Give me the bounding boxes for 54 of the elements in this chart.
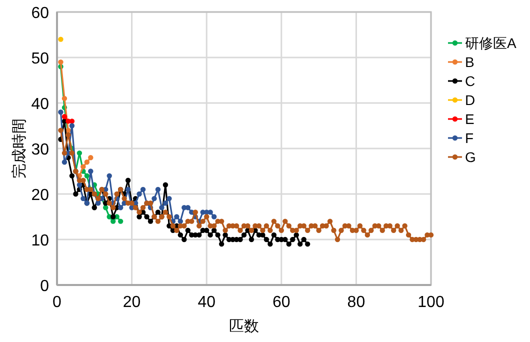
legend-label: D <box>465 92 476 108</box>
legend-label: G <box>465 149 476 165</box>
legend-label: B <box>465 54 474 70</box>
point <box>96 200 101 206</box>
point <box>136 191 142 197</box>
point <box>211 214 217 220</box>
legend-label: 研修医A <box>465 35 517 51</box>
point <box>58 110 64 115</box>
point <box>174 214 180 220</box>
point <box>159 205 164 210</box>
legend-label: F <box>465 130 474 146</box>
y-tick-label: 10 <box>31 232 50 250</box>
point <box>76 182 82 188</box>
point <box>58 36 64 42</box>
point <box>88 168 94 174</box>
y-tick-label: 20 <box>31 187 50 204</box>
point <box>140 186 146 192</box>
point <box>69 123 75 128</box>
x-axis-title: 匹数 <box>229 318 259 335</box>
point <box>178 218 184 224</box>
x-tick-label: 0 <box>52 294 62 311</box>
x-tick-label: 100 <box>418 294 444 311</box>
point <box>162 200 168 206</box>
legend-label: C <box>465 73 476 89</box>
point <box>62 160 68 165</box>
point <box>106 173 112 178</box>
point <box>80 196 86 202</box>
point <box>88 155 94 160</box>
x-tick-label: 20 <box>122 294 141 311</box>
point <box>62 96 68 102</box>
point <box>76 150 82 156</box>
point <box>58 59 64 65</box>
y-tick-label: 0 <box>40 278 50 295</box>
point <box>152 196 157 202</box>
legend-label: E <box>465 111 474 127</box>
point <box>110 218 116 224</box>
point <box>155 186 161 192</box>
y-tick-label: 50 <box>31 50 50 68</box>
y-tick-label: 30 <box>31 142 50 158</box>
x-tick-label: 40 <box>198 294 216 311</box>
point <box>118 218 124 224</box>
point <box>166 196 172 202</box>
point <box>118 205 124 210</box>
point <box>103 205 108 210</box>
x-tick-label: 60 <box>272 294 290 311</box>
y-tick-label: 60 <box>31 5 50 22</box>
point <box>80 164 86 170</box>
point <box>125 186 131 192</box>
point <box>84 160 90 165</box>
y-tick-label: 40 <box>31 96 50 113</box>
point <box>84 173 90 178</box>
y-axis-title: 完成時間 <box>11 118 28 178</box>
point <box>62 114 68 120</box>
x-tick-label: 80 <box>347 294 366 311</box>
